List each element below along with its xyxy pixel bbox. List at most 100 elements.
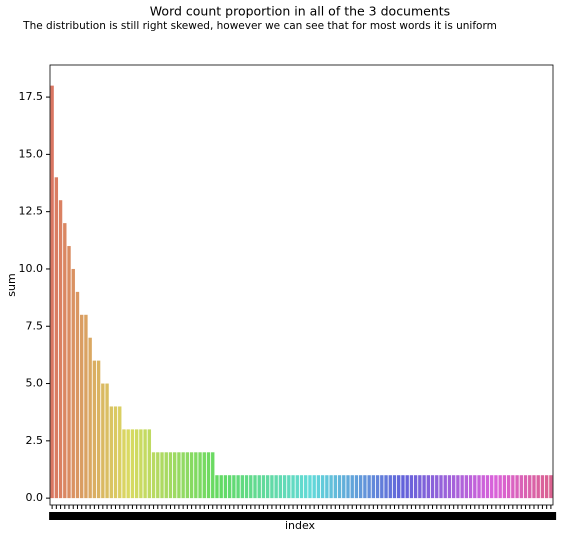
x-tick-label-blob: [218, 512, 227, 520]
bar: [380, 475, 384, 499]
bar: [126, 429, 130, 499]
x-tick-label-blob: [260, 512, 269, 520]
x-tick-label-blob: [421, 512, 430, 520]
x-tick-label-blob: [256, 512, 265, 520]
bar: [337, 475, 342, 499]
y-tick-label: 5.0: [26, 377, 44, 390]
bar: [490, 475, 494, 499]
bar: [485, 475, 490, 499]
x-tick-label-blob: [332, 512, 341, 520]
x-tick-label-blob: [66, 512, 75, 520]
x-tick-label-blob: [311, 512, 320, 520]
bar: [71, 268, 75, 499]
x-tick-label-blob: [298, 512, 307, 520]
y-tick-label: 7.5: [26, 319, 44, 332]
bar: [316, 475, 321, 499]
x-tick-label-blob: [247, 512, 257, 520]
x-tick-label-blob: [78, 512, 87, 520]
y-tick-label: 15.0: [19, 147, 44, 160]
bar: [54, 177, 59, 499]
bar: [223, 475, 228, 499]
x-tick-label-blob: [82, 512, 92, 520]
bar: [80, 314, 84, 499]
bar: [101, 383, 105, 499]
bar: [456, 475, 460, 499]
bar: [358, 475, 363, 499]
x-tick-label-blob: [91, 512, 100, 520]
x-tick-label-blob: [277, 512, 286, 520]
bar: [134, 429, 139, 499]
bar: [464, 475, 469, 499]
x-tick-label-blob: [344, 512, 354, 520]
x-tick-label-blob: [285, 512, 295, 520]
bar: [523, 475, 528, 499]
bar: [308, 475, 312, 499]
bar: [473, 475, 477, 499]
x-tick-label-blob: [395, 512, 404, 520]
bar: [253, 475, 257, 499]
bar: [443, 475, 447, 499]
bar: [63, 223, 67, 499]
y-tick-label: 17.5: [19, 90, 44, 103]
x-tick-label-blob: [509, 512, 519, 520]
bar: [498, 475, 502, 499]
x-tick-label-blob: [104, 512, 113, 520]
x-tick-label-blob: [74, 512, 83, 520]
x-tick-label-blob: [209, 512, 218, 520]
bar: [139, 429, 143, 499]
x-tick-label-blob: [87, 512, 96, 520]
bar: [515, 475, 519, 499]
y-axis-label: sum: [5, 273, 18, 296]
bar: [215, 475, 219, 499]
bar: [325, 475, 329, 499]
bar: [270, 475, 274, 499]
bar: [291, 475, 295, 499]
bar: [236, 475, 240, 499]
bar: [211, 452, 215, 499]
x-tick-label-blob: [112, 512, 121, 520]
x-tick-label-blob: [497, 512, 506, 520]
x-tick-label-blob: [383, 512, 392, 520]
bar: [278, 475, 283, 499]
bar: [320, 475, 325, 499]
x-tick-label-blob: [442, 512, 451, 520]
x-tick-label-blob: [416, 512, 426, 520]
bar: [282, 475, 287, 499]
x-tick-label-blob: [547, 512, 557, 520]
x-tick-label-blob: [433, 512, 442, 520]
x-tick-label-blob: [264, 512, 273, 520]
bar: [413, 475, 418, 499]
x-tick-label-blob: [492, 512, 502, 520]
bar: [532, 475, 536, 499]
y-tick-label: 12.5: [19, 205, 44, 218]
x-tick-label-blob: [175, 512, 185, 520]
x-tick-label-blob: [514, 512, 523, 520]
bar: [105, 383, 109, 499]
bar: [329, 475, 333, 499]
bar: [460, 475, 464, 499]
bar: [299, 475, 304, 499]
x-tick-label-blob: [137, 512, 147, 520]
x-tick-label-blob: [129, 512, 138, 520]
x-tick-label-blob: [522, 512, 531, 520]
bar: [232, 475, 236, 499]
x-tick-label-blob: [539, 512, 548, 520]
x-tick-label-blob: [133, 512, 142, 520]
x-tick-label-blob: [374, 512, 383, 520]
x-tick-label-blob: [530, 512, 540, 520]
bar: [113, 406, 118, 499]
x-tick-label-blob: [205, 512, 214, 520]
x-tick-label-blob: [163, 512, 172, 520]
x-tick-label-blob: [526, 512, 535, 520]
bar: [109, 406, 113, 499]
bar: [194, 452, 198, 499]
bar: [75, 291, 80, 499]
x-tick-label-blob: [446, 512, 455, 520]
x-tick-label-blob: [518, 512, 527, 520]
bar: [84, 314, 88, 499]
bar: [122, 429, 126, 499]
bar: [249, 475, 253, 499]
bar: [519, 475, 523, 499]
x-tick-label-blob: [226, 512, 235, 520]
x-tick-label-blob: [230, 512, 240, 520]
